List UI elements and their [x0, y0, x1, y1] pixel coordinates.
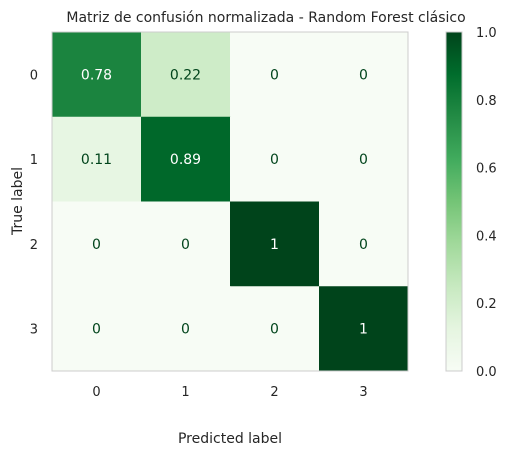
heatmap-cell-1-3: [319, 116, 409, 202]
cell-value-label: 0: [181, 322, 190, 338]
cell-value-label: 0.22: [170, 67, 201, 83]
colorbar-tick-label: 0.2: [476, 297, 497, 312]
x-tick-label: 3: [359, 385, 367, 400]
plot-frame: [51, 31, 409, 372]
heatmap-cell-3-2: [230, 286, 320, 372]
cell-value-label: 0: [92, 237, 101, 253]
y-tick-label: 2: [30, 238, 38, 253]
colorbar-tick-label: 0.6: [476, 162, 497, 177]
y-tick-labels: 0 1 2 3: [30, 68, 38, 337]
colorbar-tick-label: 0.8: [476, 94, 497, 109]
heatmap-cell-2-3: [319, 201, 409, 287]
heatmap-cell-0-2: [230, 32, 320, 118]
x-tick-labels: 0 1 2 3: [92, 385, 367, 400]
y-tick-label: 1: [30, 153, 38, 168]
cell-value-label: 0: [359, 152, 368, 168]
cell-value-label: 0.11: [81, 152, 112, 168]
colorbar-tick-labels: 0.0 0.2 0.4 0.6 0.8 1.0: [476, 26, 497, 380]
x-tick-label: 2: [270, 385, 278, 400]
colorbar-tick-label: 0.4: [476, 229, 497, 244]
colorbar: [446, 32, 462, 371]
cell-value-label: 1: [270, 237, 279, 253]
heatmap-cell-2-0: [52, 201, 142, 287]
x-tick-label: 0: [92, 385, 100, 400]
colorbar-tick-label: 0.0: [476, 365, 497, 380]
heatmap-cell-0-3: [319, 32, 409, 118]
heatmap-cell-1-2: [230, 116, 320, 202]
x-axis-label: Predicted label: [178, 431, 282, 447]
cell-value-label: 0: [270, 322, 279, 338]
heatmap-cell-3-3: [319, 286, 409, 372]
heatmap-cell-1-1: [141, 116, 231, 202]
cell-value-label: 0: [359, 237, 368, 253]
y-tick-label: 0: [30, 68, 38, 83]
heatmap-cell-3-0: [52, 286, 142, 372]
colorbar-frame: [445, 31, 463, 372]
x-tick-label: 1: [181, 385, 189, 400]
cell-value-label: 0: [359, 67, 368, 83]
heatmap-cells: 0.78 0.22 0 0 0.11 0.89 0 0 0 0 1 0 0 0 0 1: [52, 32, 409, 372]
chart-title: Matriz de confusión normalizada - Random…: [66, 10, 465, 26]
cell-value-label: 0: [92, 322, 101, 338]
cell-value-label: 0.78: [81, 67, 112, 83]
heatmap-cell-0-1: [141, 32, 231, 118]
cell-value-label: 0: [181, 237, 190, 253]
heatmap-cell-3-1: [141, 286, 231, 372]
cell-value-label: 0.89: [170, 152, 201, 168]
y-tick-label: 3: [30, 323, 38, 338]
y-axis-label: True label: [10, 167, 26, 236]
heatmap-cell-2-2: [230, 201, 320, 287]
cell-value-label: 0: [270, 152, 279, 168]
cell-value-label: 0: [270, 67, 279, 83]
colorbar-tick-label: 1.0: [476, 26, 497, 41]
heatmap-cell-2-1: [141, 201, 231, 287]
heatmap-cell-0-0: [52, 32, 142, 118]
cell-value-label: 1: [359, 322, 368, 338]
heatmap-cell-1-0: [52, 116, 142, 202]
